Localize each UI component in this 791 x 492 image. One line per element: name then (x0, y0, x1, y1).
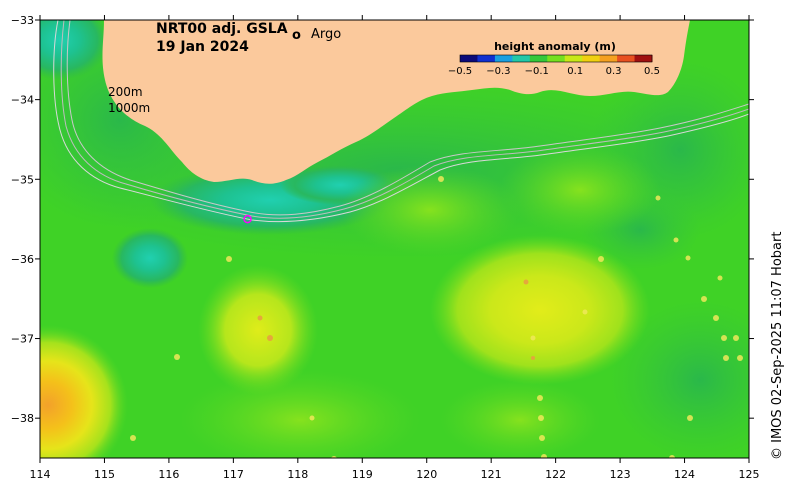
colorbar-swatch (564, 55, 583, 62)
x-axis: 114 115 116 117 118 119 120 121 122 123 124 125 (30, 15, 760, 481)
x-tick-label: 121 (481, 468, 502, 481)
map-title: NRT00 adj. GSLA (156, 21, 288, 37)
plot-frame (39, 19, 750, 459)
y-axis: −33 −34 −35 −36 −37 −38 (11, 14, 754, 425)
colorbar-tick-label: 0.3 (606, 66, 622, 77)
colorbar-tick-label: −0.3 (486, 66, 510, 77)
x-tick-label: 115 (94, 468, 115, 481)
colorbar-tick-label: 0.5 (644, 66, 660, 77)
x-tick-label: 119 (352, 468, 373, 481)
isobath-200m (66, 20, 749, 216)
map-date: 19 Jan 2024 (156, 39, 249, 55)
colorbar-swatch (494, 55, 513, 62)
colorbar-ticks: −0.5 −0.3 −0.1 0.1 0.3 0.5 (448, 66, 660, 77)
x-tick-label: 116 (158, 468, 179, 481)
credit-text: © IMOS 02-Sep-2025 11:07 Hobart (770, 232, 785, 460)
argo-floats (243, 214, 252, 224)
colorbar-swatch (617, 55, 636, 62)
argo-legend-label: Argo (311, 27, 341, 42)
colorbar-swatch (529, 55, 548, 62)
x-tick-label: 114 (30, 468, 51, 481)
colorbar-swatch (512, 55, 531, 62)
y-tick-label: −33 (11, 14, 34, 27)
x-tick-label: 125 (739, 468, 760, 481)
colorbar-swatch (460, 55, 478, 62)
argo-float-marker (243, 214, 252, 224)
depth-label-1000m: 1000m (108, 101, 150, 115)
colorbar-tick-label: −0.5 (448, 66, 472, 77)
y-tick-label: −37 (11, 333, 34, 346)
colorbar-tick-label: −0.1 (525, 66, 549, 77)
depth-label-200m: 200m (108, 85, 143, 99)
colorbar-swatch (582, 55, 601, 62)
colorbar-swatch (547, 55, 566, 62)
isobath-1000m (53, 20, 749, 223)
x-tick-label: 120 (416, 468, 437, 481)
colorbar-tick-label: 0.1 (567, 66, 583, 77)
x-tick-label: 123 (610, 468, 631, 481)
observation-dots (130, 176, 743, 458)
y-tick-label: −35 (11, 173, 34, 186)
x-tick-label: 117 (223, 468, 244, 481)
colorbar-swatch (634, 55, 653, 62)
colorbar-swatch (477, 55, 496, 62)
x-tick-label: 122 (545, 468, 566, 481)
y-tick-label: −36 (11, 253, 34, 266)
x-tick-label: 118 (287, 468, 308, 481)
colorbar-swatch (599, 55, 618, 62)
y-tick-label: −34 (11, 94, 34, 107)
colorbar-frame (459, 54, 653, 63)
argo-legend-symbol: o (292, 28, 301, 43)
y-tick-label: −38 (11, 412, 34, 425)
colorbar-title: height anomaly (m) (494, 40, 616, 53)
x-tick-label: 124 (674, 468, 695, 481)
colorbar (459, 54, 653, 63)
